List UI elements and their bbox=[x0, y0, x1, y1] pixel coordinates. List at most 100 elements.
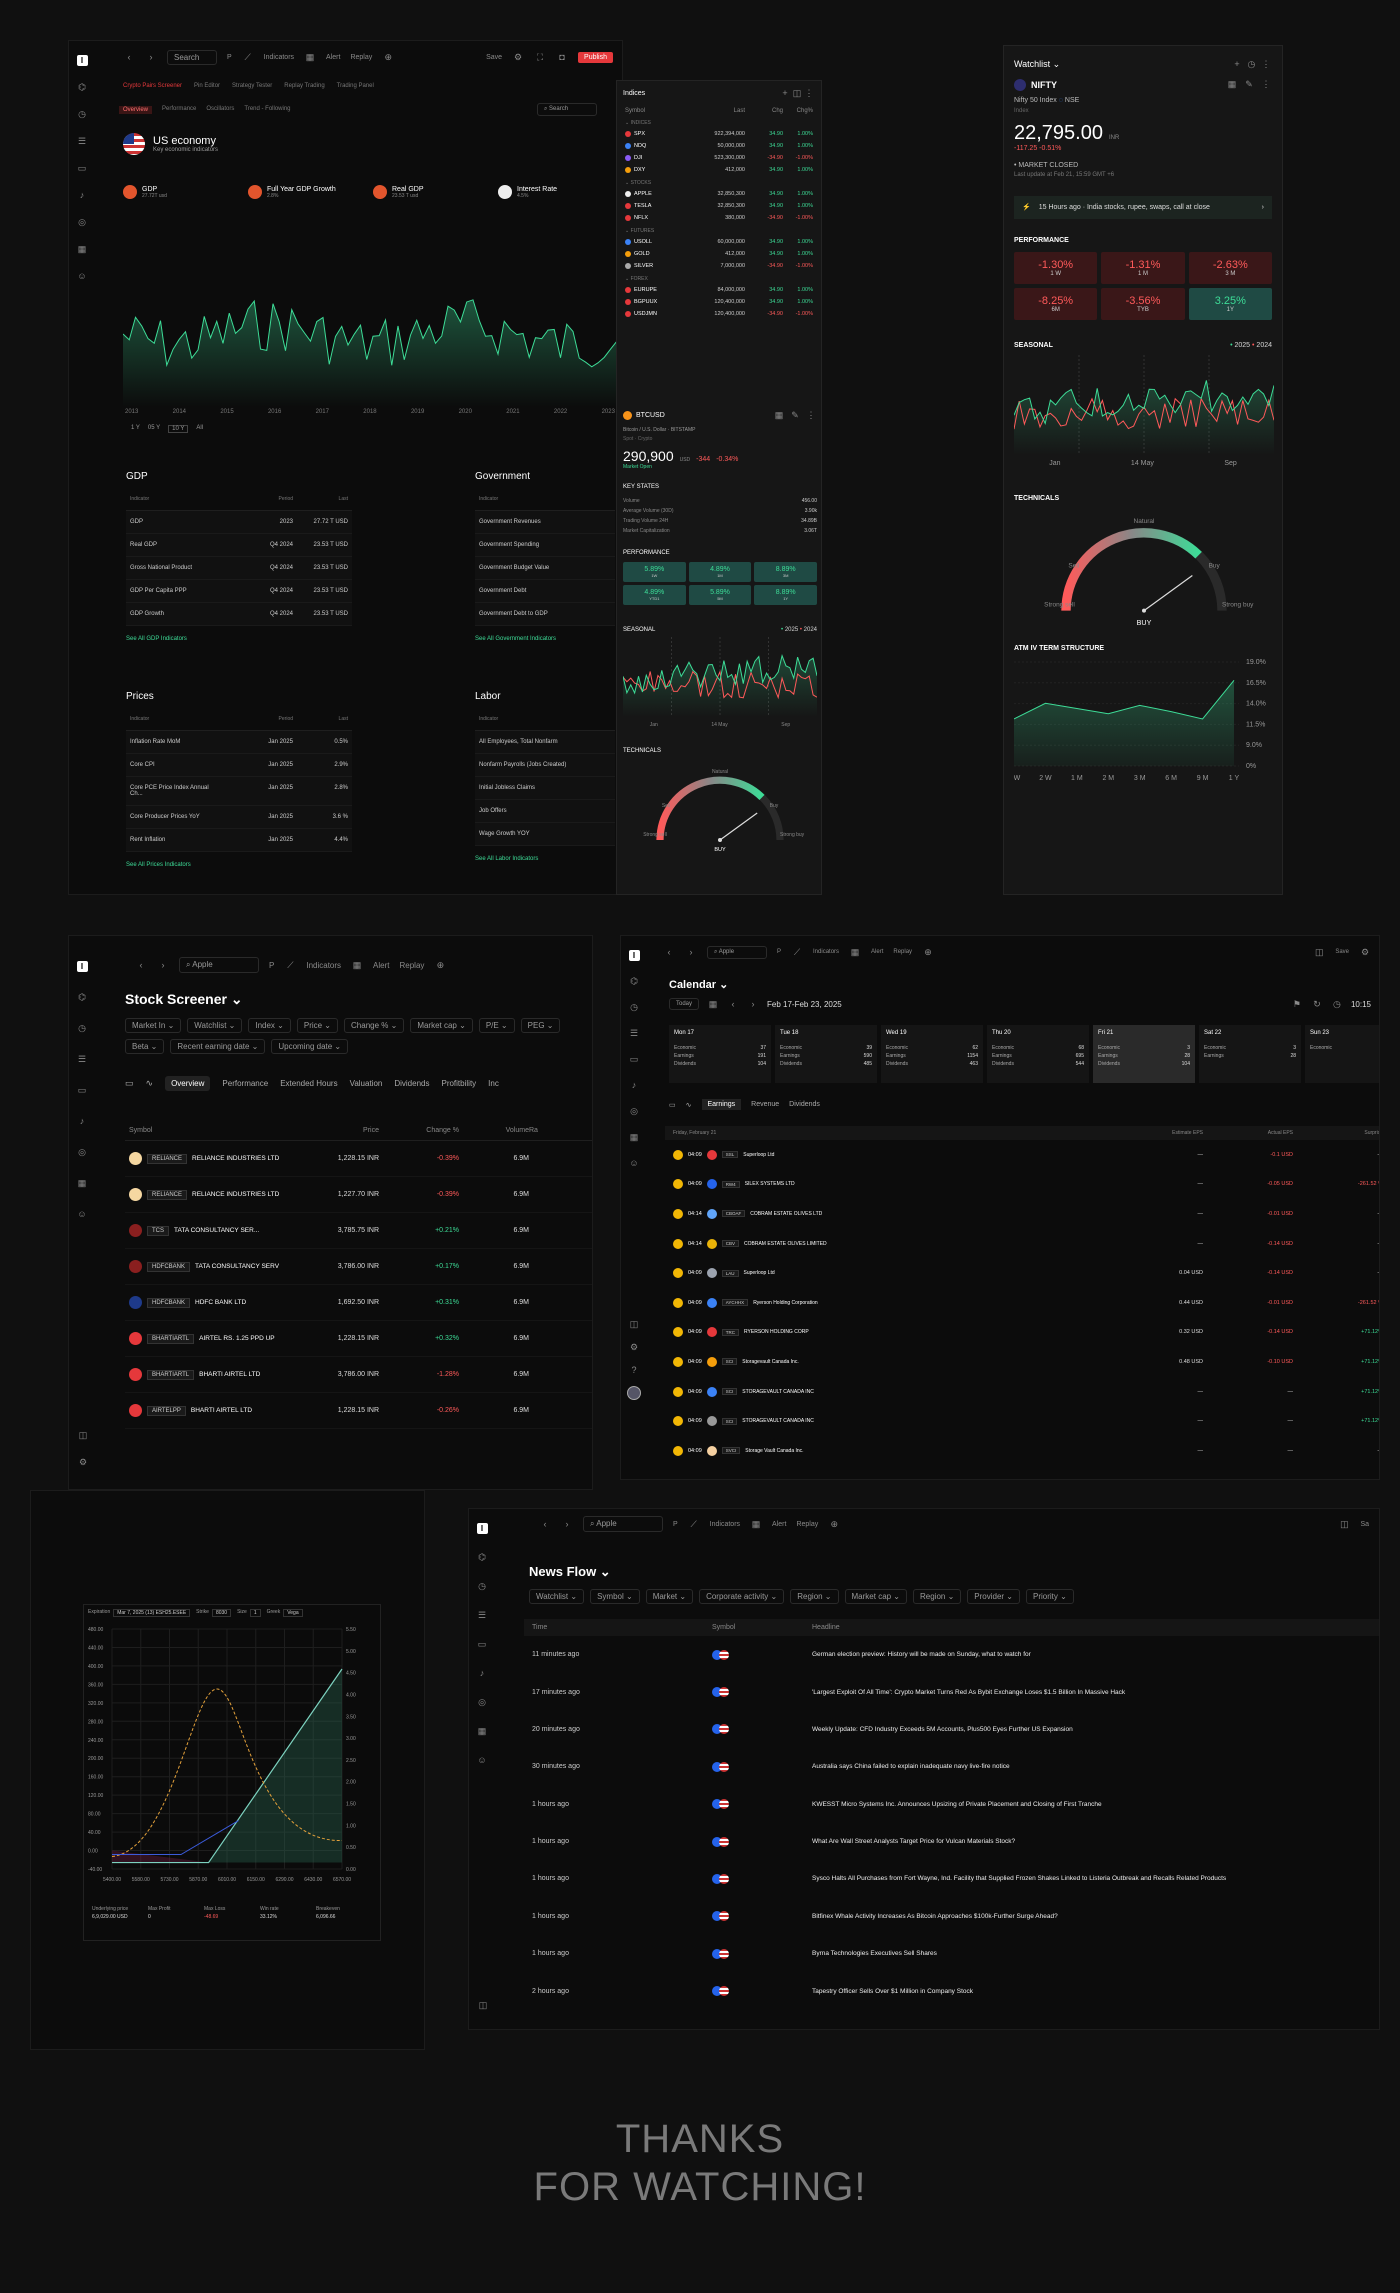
layers-icon[interactable]: ☰ bbox=[77, 135, 87, 146]
econ-search[interactable]: ⌕ Search bbox=[537, 103, 597, 116]
bell-icon[interactable]: ♪ bbox=[479, 1668, 485, 1678]
news-row[interactable]: 2 hours ago Tapestry Officer Sells Over $… bbox=[524, 1972, 1379, 2009]
news-headline[interactable]: Bitfinex Whale Activity Increases As Bit… bbox=[812, 1912, 1058, 1920]
settings-icon[interactable]: ⚙ bbox=[78, 1456, 88, 1467]
network-icon[interactable]: ⌬ bbox=[78, 81, 86, 92]
indicator-card[interactable]: Interest Rate 4.5% bbox=[498, 185, 613, 199]
monitor-icon[interactable]: ▭ bbox=[669, 1101, 676, 1109]
table-row[interactable]: Real GDP Q4 2024 23.53 T USD bbox=[126, 534, 352, 557]
target-icon[interactable]: ◎ bbox=[478, 1696, 486, 1707]
indices-group[interactable]: ⌄ FOREX bbox=[625, 275, 648, 282]
panel-icon[interactable]: ◫ bbox=[78, 1429, 88, 1440]
users-icon[interactable]: ☺ bbox=[629, 1158, 639, 1168]
earnings-row[interactable]: 04:14 CBOAF COBRAM ESTATE OLIVES LTD — -0.01… bbox=[665, 1199, 1379, 1229]
bell-icon[interactable]: ♪ bbox=[79, 190, 85, 200]
settings-icon[interactable]: ⚙ bbox=[513, 51, 523, 62]
indices-row[interactable]: DJI 523,300,000 -34.90 -1.00% bbox=[617, 152, 821, 164]
screener-tab[interactable]: Valuation bbox=[349, 1079, 383, 1088]
calendar-icon[interactable]: ▦ bbox=[77, 243, 87, 254]
target-icon[interactable]: ◎ bbox=[78, 216, 86, 227]
table-row[interactable]: Initial Jobless Claims bbox=[475, 777, 615, 800]
p-icon[interactable]: P bbox=[673, 1520, 678, 1528]
calendar-icon[interactable]: ▦ bbox=[477, 1725, 487, 1736]
table-row[interactable]: Government Revenues bbox=[475, 511, 615, 534]
filter-dropdown[interactable]: PEG ⌄ bbox=[520, 1018, 561, 1033]
filter-dropdown[interactable]: Market In ⌄ bbox=[125, 1018, 182, 1033]
calendar-icon[interactable]: ▦ bbox=[629, 1131, 639, 1142]
news-headline[interactable]: KWESST Micro Systems Inc. Announces Upsi… bbox=[812, 1800, 1102, 1808]
app-logo[interactable]: I bbox=[76, 961, 88, 972]
camera-icon[interactable]: ◘ bbox=[559, 52, 565, 62]
panel-icon[interactable]: ◫ bbox=[478, 1999, 488, 2010]
news-row[interactable]: 30 minutes ago Australia says China faile… bbox=[524, 1748, 1379, 1785]
more-icon[interactable]: ⋮ bbox=[804, 88, 814, 98]
search-input[interactable]: Search bbox=[167, 49, 217, 65]
news-headline[interactable]: Australia says China failed to explain i… bbox=[812, 1763, 1010, 1771]
calendar-tab[interactable]: Dividends bbox=[789, 1101, 820, 1108]
save-button[interactable]: Save bbox=[1335, 949, 1349, 955]
indices-row[interactable]: GOLD 412,000 34.90 1.00% bbox=[617, 248, 821, 260]
indices-group[interactable]: ⌄ FUTURES bbox=[625, 227, 655, 234]
table-row[interactable]: Government Debt to GDP bbox=[475, 603, 615, 626]
filter-dropdown[interactable]: Corporate activity ⌄ bbox=[699, 1589, 785, 1604]
screener-row[interactable]: BHARTIARTL AIRTEL RS. 1.25 PPD UP 1,228.15… bbox=[125, 1321, 592, 1357]
add-icon[interactable]: ⊕ bbox=[924, 946, 932, 957]
clock-icon[interactable]: ◷ bbox=[478, 1580, 486, 1591]
news-row[interactable]: 11 minutes ago German election preview: H… bbox=[524, 1636, 1379, 1673]
news-row[interactable]: 1 hours ago What Are Wall Street Analysts… bbox=[524, 1823, 1379, 1860]
screener-tab[interactable]: Inc bbox=[488, 1079, 499, 1088]
add-icon[interactable]: + bbox=[1234, 59, 1240, 69]
search-input[interactable]: ⌕ Apple bbox=[179, 957, 259, 973]
target-icon[interactable]: ◎ bbox=[630, 1105, 638, 1116]
news-row[interactable]: 1 hours ago KWESST Micro Systems Inc. Ann… bbox=[524, 1786, 1379, 1823]
grid-icon[interactable]: ▦ bbox=[751, 1518, 761, 1529]
replay-button[interactable]: Replay bbox=[350, 53, 373, 61]
news-row[interactable]: 20 minutes ago Weekly Update: CFD Industr… bbox=[524, 1711, 1379, 1748]
news-title[interactable]: News Flow ⌄ bbox=[529, 1564, 611, 1579]
chat-icon[interactable]: ▭ bbox=[477, 1638, 487, 1649]
filter-dropdown[interactable]: Change % ⌄ bbox=[344, 1018, 405, 1033]
indicators-button[interactable]: Indicators bbox=[813, 949, 840, 955]
screener-row[interactable]: HDFCBANK TATA CONSULTANCY SERV 3,786.00 IN… bbox=[125, 1249, 592, 1285]
econ-tab[interactable]: Crypto Pairs Screener bbox=[123, 83, 183, 89]
settings-icon[interactable]: ⚙ bbox=[629, 1341, 639, 1352]
news-headline[interactable]: What Are Wall Street Analysts Target Pri… bbox=[812, 1838, 1016, 1846]
next-icon[interactable]: › bbox=[751, 999, 755, 1009]
range-button[interactable]: All bbox=[196, 425, 204, 431]
clock-icon[interactable]: ◷ bbox=[78, 1022, 86, 1033]
users-icon[interactable]: ☺ bbox=[477, 1755, 487, 1765]
table-row[interactable]: GDP Growth Q4 2024 23.53 T USD bbox=[126, 603, 352, 626]
news-row[interactable]: 1 hours ago Byrna Technologies Executives… bbox=[524, 1935, 1379, 1972]
more-icon[interactable]: ⋮ bbox=[806, 409, 816, 420]
table-row[interactable]: Government Spending bbox=[475, 534, 615, 557]
save-button[interactable]: Sa bbox=[1360, 1520, 1369, 1528]
econ-tab[interactable]: Pin Editor bbox=[194, 83, 221, 89]
add-icon[interactable]: ⊕ bbox=[384, 51, 392, 62]
calendar-icon[interactable]: ▦ bbox=[77, 1177, 87, 1188]
indices-row[interactable]: APPLE 32,850,300 34.90 1.00% bbox=[617, 188, 821, 200]
app-logo[interactable]: I bbox=[476, 1523, 488, 1534]
chart-icon[interactable]: ⟋ bbox=[793, 946, 801, 957]
filter-dropdown[interactable]: Market ⌄ bbox=[645, 1589, 694, 1604]
econ-tab[interactable]: Trading Panel bbox=[336, 83, 374, 89]
news-headline[interactable]: Weekly Update: CFD Industry Exceeds 5M A… bbox=[812, 1725, 1073, 1733]
clock-icon[interactable]: ◷ bbox=[1247, 59, 1256, 69]
range-button[interactable]: 05 Y bbox=[147, 425, 161, 431]
day-card[interactable]: Mon 17 Economic 37 Earnings 191 Dividends 104 bbox=[669, 1025, 771, 1083]
filter-dropdown[interactable]: Priority ⌄ bbox=[1026, 1589, 1074, 1604]
calendar-tab[interactable]: Revenue bbox=[751, 1101, 780, 1108]
indices-row[interactable]: BGPUUX 120,400,000 34.90 1.00% bbox=[617, 296, 821, 308]
econ-tab[interactable]: Strategy Tester bbox=[232, 83, 273, 89]
earnings-row[interactable]: 04:09 SCI STORAGEVAULT CANADA INC — — +71.12% bbox=[665, 1406, 1379, 1436]
day-card[interactable]: Sun 23 Economic bbox=[1305, 1025, 1379, 1083]
news-row[interactable]: 1 hours ago Bitfinex Whale Activity Incre… bbox=[524, 1898, 1379, 1935]
filter-dropdown[interactable]: Index ⌄ bbox=[248, 1018, 291, 1033]
filter-dropdown[interactable]: Symbol ⌄ bbox=[590, 1589, 640, 1604]
screener-row[interactable]: AIRTELPP BHARTI AIRTEL LTD 1,228.15 INR -0.… bbox=[125, 1393, 592, 1429]
table-row[interactable]: Rent Inflation Jan 2025 4.4% bbox=[126, 829, 352, 852]
chart-icon[interactable]: ⟋ bbox=[287, 959, 294, 970]
replay-button[interactable]: Replay bbox=[796, 1520, 819, 1528]
gdp-link[interactable]: See All GDP Indicators bbox=[126, 636, 187, 642]
